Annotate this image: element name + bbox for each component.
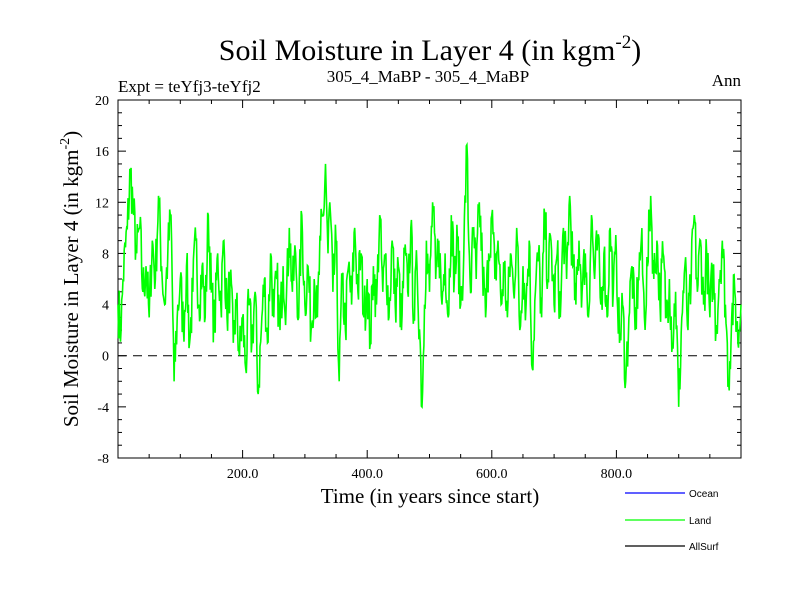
- x-tick-label: 200.0: [227, 467, 259, 482]
- y-tick-label: -8: [97, 452, 109, 467]
- y-axis-label: Soil Moisture in Layer 4 (in kgm-2): [58, 131, 83, 427]
- legend-land-label: Land: [689, 516, 711, 527]
- x-tick-label: 600.0: [476, 467, 508, 482]
- y-tick-label: 16: [95, 145, 109, 160]
- x-axis-label: Time (in years since start): [321, 484, 540, 508]
- y-tick-label: -4: [97, 401, 109, 416]
- y-tick-label: 0: [102, 350, 109, 365]
- x-tick-label: 400.0: [351, 467, 383, 482]
- season-label: Ann: [712, 71, 742, 90]
- series-land-line: [117, 141, 742, 409]
- y-tick-label: 4: [102, 299, 109, 314]
- chart-title: Soil Moisture in Layer 4 (in kgm-2): [219, 32, 641, 67]
- legend-allsurf-label: AllSurf: [689, 542, 719, 553]
- y-tick-label: 12: [95, 196, 109, 211]
- legend: Ocean Land AllSurf: [625, 489, 719, 553]
- experiment-label: Expt = teYfj3-teYfj2: [118, 77, 261, 96]
- y-tick-label: 8: [102, 247, 109, 262]
- period-label: 305_4_MaBP - 305_4_MaBP: [327, 67, 529, 86]
- x-axis: 200.0 400.0 600.0 800.0: [117, 100, 742, 482]
- y-tick-label: 20: [95, 94, 109, 109]
- legend-ocean-label: Ocean: [689, 489, 718, 500]
- x-tick-label: 800.0: [601, 467, 633, 482]
